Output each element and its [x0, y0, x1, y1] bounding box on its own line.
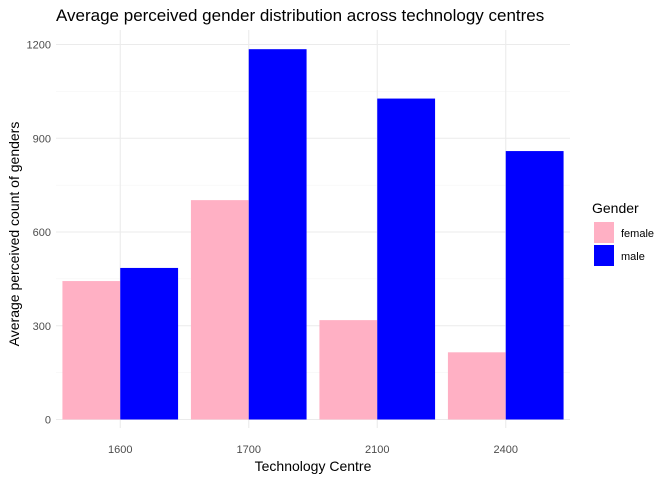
bar-male-2400	[505, 151, 564, 420]
legend-items: female male	[594, 222, 654, 266]
x-tick-label: 2400	[494, 444, 518, 456]
y-tick-label: 0	[45, 415, 51, 427]
bar-female-2100	[319, 320, 378, 420]
legend: Gender female male	[592, 200, 654, 266]
y-tick-label: 900	[33, 133, 51, 145]
y-tick-label: 300	[33, 321, 51, 333]
x-axis-title: Technology Centre	[255, 458, 372, 474]
bars-group	[62, 49, 564, 420]
y-tick-label: 600	[33, 227, 51, 239]
legend-key-male	[594, 245, 614, 266]
y-axis-ticks: 0 300 600 900 1200	[27, 40, 51, 427]
bar-female-2400	[447, 352, 506, 420]
bar-female-1600	[62, 281, 121, 420]
chart-title: Average perceived gender distribution ac…	[56, 6, 544, 25]
x-axis-ticks: 1600 1700 2100 2400	[108, 444, 518, 456]
legend-title: Gender	[592, 200, 639, 216]
bar-male-2100	[377, 98, 436, 420]
legend-key-female	[594, 222, 614, 243]
x-tick-label: 1700	[237, 444, 261, 456]
x-tick-label: 2100	[365, 444, 389, 456]
legend-label-female: female	[621, 228, 654, 240]
y-axis-title: Average perceived count of genders	[6, 122, 22, 347]
bar-male-1600	[120, 267, 179, 420]
legend-label-male: male	[621, 251, 645, 263]
x-tick-label: 1600	[108, 444, 132, 456]
bar-male-1700	[248, 49, 307, 420]
bar-female-1700	[190, 200, 249, 420]
y-tick-label: 1200	[27, 40, 51, 52]
